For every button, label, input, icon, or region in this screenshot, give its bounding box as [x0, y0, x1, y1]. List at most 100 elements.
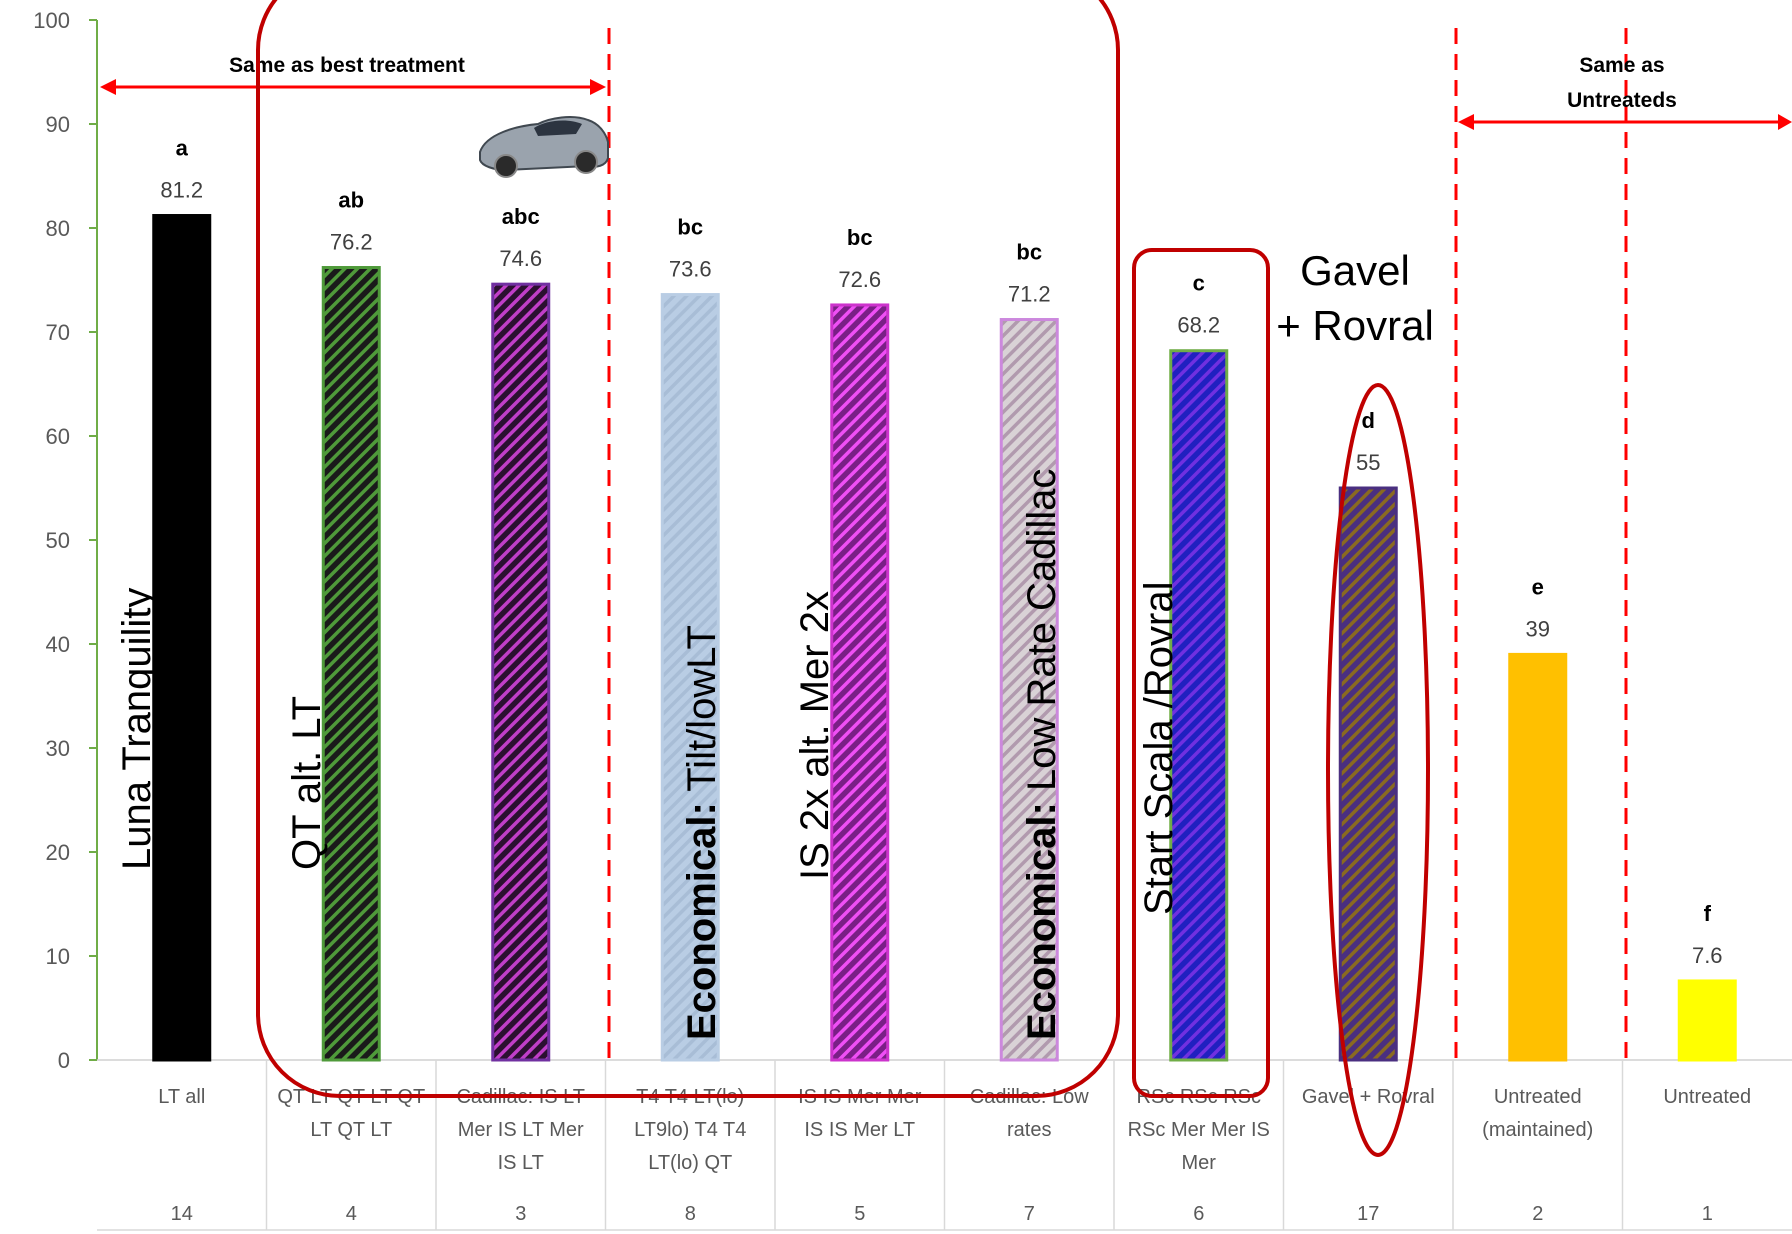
vertical-label-text: Tilt/lowLT: [680, 625, 724, 802]
vertical-label-text: IS 2x alt. Mer 2x: [793, 591, 837, 880]
significance-letter: bc: [677, 215, 703, 240]
value-label: 81.2: [160, 178, 203, 203]
count-label: 1: [1702, 1203, 1713, 1225]
category-label: (maintained): [1482, 1119, 1593, 1141]
significance-letter: d: [1362, 408, 1375, 433]
gavel-annotation: Gavel + Rovral: [1276, 247, 1434, 349]
category-label: rates: [1007, 1119, 1051, 1141]
bracket-left-arrowhead-end: [590, 79, 606, 95]
bracket-right-arrowhead-end: [1778, 114, 1792, 130]
bracket-left: Same as best treatment: [100, 54, 606, 95]
count-label: 7: [1024, 1203, 1035, 1225]
car-window: [534, 120, 582, 136]
bracket-right-label-line2: Untreateds: [1567, 89, 1677, 112]
vertical-label: Luna Tranquility: [115, 588, 159, 870]
count-label: 2: [1532, 1203, 1543, 1225]
vertical-label-text: Start Scala /Rovral: [1137, 582, 1181, 915]
vertical-label-text: QT alt. LT: [285, 696, 329, 870]
gavel-annotation-line2: + Rovral: [1276, 302, 1434, 349]
vertical-label: Economical: Low Rate Cadillac: [1020, 469, 1064, 1040]
y-tick-label: 0: [58, 1048, 70, 1073]
count-label: 4: [346, 1203, 357, 1225]
bracket-right-arrowhead-start: [1458, 114, 1474, 130]
car-wheel-front: [494, 154, 518, 178]
category-label: RSc Mer Mer IS: [1128, 1119, 1270, 1141]
category-label: Untreated: [1494, 1086, 1582, 1108]
scala-outline: [1132, 248, 1270, 1098]
count-label: 6: [1193, 1203, 1204, 1225]
y-tick-label: 10: [46, 944, 70, 969]
value-label: 76.2: [330, 230, 373, 255]
best-group-outline: [256, 0, 1120, 1098]
significance-letters: a ab abc bc bc bc c d e f: [176, 136, 1712, 926]
bar: [660, 293, 720, 1062]
count-label: 14: [171, 1203, 193, 1225]
category-label: Mer IS LT Mer: [458, 1119, 584, 1141]
bar: [1677, 979, 1737, 1062]
y-tick-label: 100: [33, 8, 70, 33]
category-label: IS IS Mer LT: [804, 1119, 915, 1141]
category-label: Untreated: [1663, 1086, 1751, 1108]
vertical-label-text: Low Rate Cadillac: [1020, 469, 1064, 803]
vertical-label-bold: Economical:: [1020, 802, 1064, 1040]
vertical-labels: Luna Tranquility QT alt. LT Economical: Ti…: [115, 469, 1181, 1040]
value-label: 39: [1526, 616, 1550, 641]
significance-letter: ab: [338, 188, 364, 213]
category-label: LT QT LT: [310, 1119, 392, 1141]
outline-shapes: [256, 0, 1430, 1157]
dashed-separators: [607, 28, 1628, 1060]
vertical-label-bold: Economical:: [680, 802, 724, 1040]
category-label: Mer: [1182, 1152, 1217, 1174]
y-tick-label: 80: [46, 216, 70, 241]
y-tick-label: 60: [46, 424, 70, 449]
bar: [321, 266, 381, 1062]
value-label: 72.6: [838, 267, 881, 292]
y-tick-label: 50: [46, 528, 70, 553]
bar: [491, 282, 551, 1062]
bracket-left-arrowhead-start: [100, 79, 116, 95]
bar: [1508, 652, 1568, 1062]
car-wheel-rear: [574, 150, 598, 174]
bar: [1338, 486, 1398, 1062]
bracket-left-label: Same as best treatment: [229, 54, 465, 77]
value-label: 68.2: [1177, 313, 1220, 338]
bar: [152, 214, 212, 1062]
vertical-label: QT alt. LT: [285, 696, 329, 870]
bars: [152, 214, 1737, 1062]
category-label: LT(lo) QT: [648, 1152, 732, 1174]
vertical-label-text: Luna Tranquility: [115, 588, 159, 870]
vertical-label: Start Scala /Rovral: [1137, 582, 1181, 915]
count-label: 5: [854, 1203, 865, 1225]
significance-letter: a: [176, 136, 189, 161]
y-tick-label: 70: [46, 320, 70, 345]
bar: [830, 303, 890, 1062]
category-label: Gavel + Rovral: [1302, 1086, 1435, 1108]
count-label: 3: [515, 1203, 526, 1225]
bar: [1169, 349, 1229, 1062]
significance-letter: abc: [502, 204, 540, 229]
category-label: IS LT: [498, 1152, 544, 1174]
category-label: LT9lo) T4 T4: [634, 1119, 746, 1141]
count-label: 17: [1357, 1203, 1379, 1225]
bar: [999, 318, 1059, 1062]
value-labels: 81.2 76.2 74.6 73.6 72.6 71.2 68.2 55 39 7.6: [160, 178, 1722, 968]
vertical-label: Economical: Tilt/lowLT: [680, 625, 724, 1040]
count-labels: 14 4 3 8 5 7 6 17 2 1: [171, 1203, 1713, 1225]
y-tick-label: 90: [46, 112, 70, 137]
value-label: 73.6: [669, 257, 712, 282]
value-label: 71.2: [1008, 282, 1051, 307]
count-label: 8: [685, 1203, 696, 1225]
car-icon: [479, 116, 609, 178]
bracket-right-label-line1: Same as: [1579, 54, 1664, 77]
y-axis-ticks: 0 10 20 30 40 50 60 70 80 90 100: [33, 8, 97, 1073]
category-dividers: [265, 1060, 1624, 1230]
y-tick-label: 30: [46, 736, 70, 761]
bracket-right: Same as Untreateds: [1458, 54, 1792, 130]
y-tick-label: 40: [46, 632, 70, 657]
y-tick-label: 20: [46, 840, 70, 865]
gavel-outline: [1326, 383, 1430, 1157]
significance-letter: e: [1532, 574, 1544, 599]
category-label: LT all: [158, 1086, 205, 1108]
